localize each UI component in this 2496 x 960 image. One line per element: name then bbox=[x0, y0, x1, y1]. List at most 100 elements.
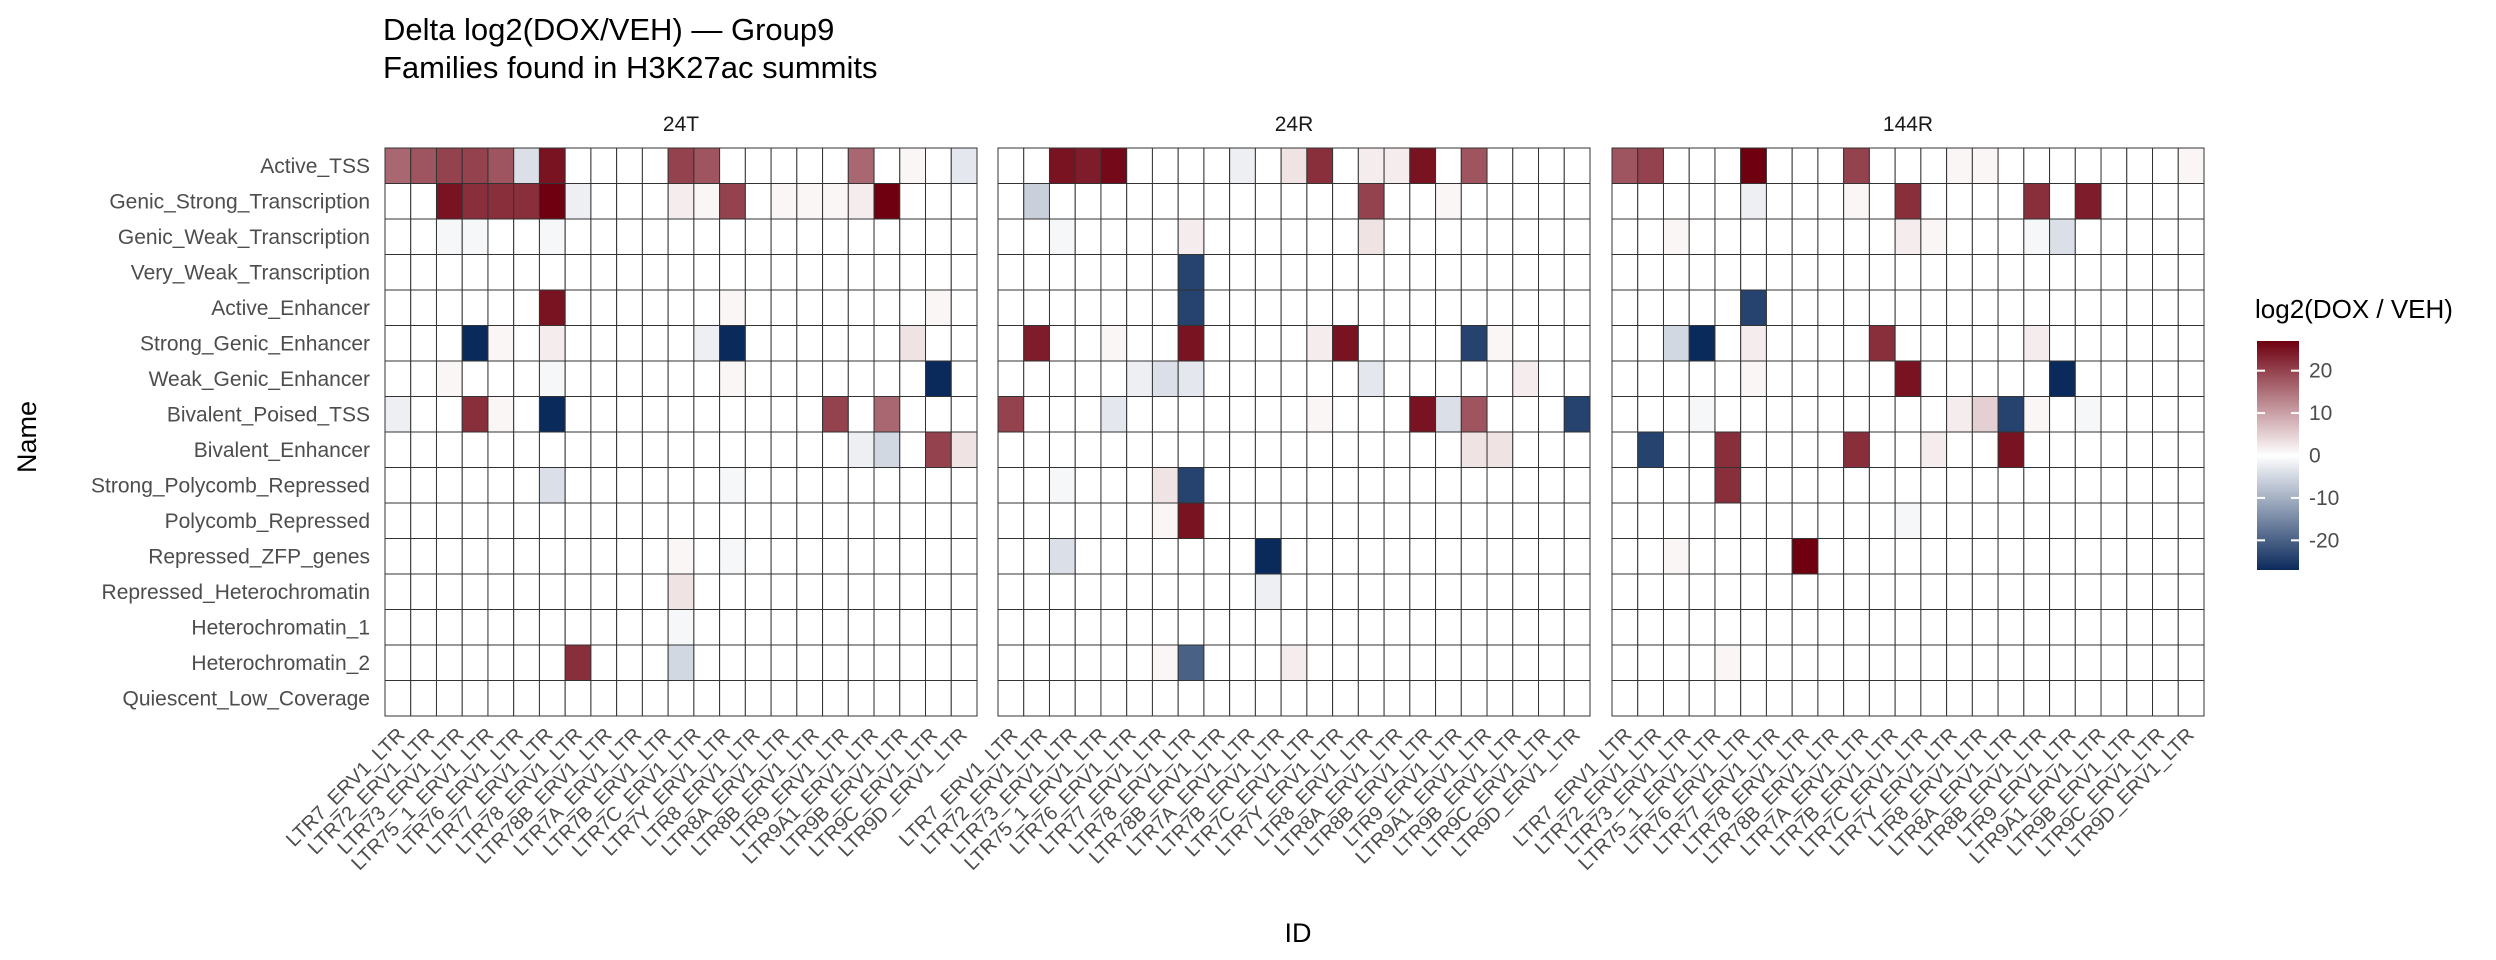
heatmap-cell bbox=[1383, 680, 1411, 717]
heatmap-cell bbox=[1563, 396, 1591, 433]
heatmap-cell bbox=[1997, 396, 2025, 433]
heatmap-cell bbox=[1460, 360, 1488, 397]
heatmap-cell bbox=[667, 147, 695, 184]
heatmap-cell bbox=[1971, 218, 1999, 255]
heatmap-cell bbox=[1920, 218, 1948, 255]
heatmap-cell bbox=[1662, 218, 1690, 255]
heatmap-cell bbox=[1357, 502, 1385, 539]
heatmap-cell bbox=[1357, 147, 1385, 184]
heatmap-cell bbox=[1714, 609, 1742, 646]
heatmap-cell bbox=[616, 289, 643, 326]
heatmap-cell bbox=[1383, 218, 1411, 255]
heatmap-cell bbox=[822, 609, 849, 646]
heatmap-cell bbox=[997, 325, 1025, 362]
heatmap-cell bbox=[1714, 680, 1742, 717]
heatmap-cell bbox=[667, 644, 695, 681]
heatmap-cell bbox=[1177, 502, 1205, 539]
heatmap-cell bbox=[1971, 183, 1999, 220]
heatmap-cell bbox=[435, 218, 463, 255]
heatmap-cell bbox=[435, 502, 463, 539]
heatmap-cell bbox=[1563, 538, 1591, 575]
heatmap-cell bbox=[487, 609, 515, 646]
heatmap-cell bbox=[1177, 680, 1205, 717]
heatmap-cell bbox=[1435, 396, 1462, 433]
heatmap-cell bbox=[1383, 431, 1411, 468]
heatmap-cell bbox=[1714, 538, 1742, 575]
heatmap-cell bbox=[435, 538, 463, 575]
heatmap-cell bbox=[873, 467, 901, 504]
heatmap-cell bbox=[1486, 467, 1514, 504]
heatmap-cell bbox=[641, 254, 669, 291]
heatmap-cell bbox=[2023, 609, 2051, 646]
heatmap-cell bbox=[384, 431, 412, 468]
heatmap-cell bbox=[1512, 538, 1540, 575]
heatmap-cell bbox=[616, 431, 643, 468]
heatmap-cell bbox=[435, 147, 463, 184]
heatmap-cell bbox=[770, 431, 798, 468]
heatmap-cell bbox=[1409, 147, 1437, 184]
heatmap-cell bbox=[899, 609, 927, 646]
heatmap-cell bbox=[1894, 644, 1922, 681]
heatmap-cell bbox=[1486, 254, 1514, 291]
heatmap-cell bbox=[873, 360, 901, 397]
heatmap-cell bbox=[564, 289, 592, 326]
heatmap-cell bbox=[590, 147, 618, 184]
heatmap-cell bbox=[1254, 360, 1282, 397]
heatmap-cell bbox=[2126, 467, 2154, 504]
heatmap-cell bbox=[1332, 609, 1359, 646]
heatmap-cell bbox=[1538, 289, 1565, 326]
heatmap-cell bbox=[590, 538, 618, 575]
heatmap-cell bbox=[1791, 573, 1819, 610]
heatmap-cell bbox=[873, 609, 901, 646]
heatmap-cell bbox=[693, 680, 721, 717]
heatmap-cell bbox=[410, 467, 437, 504]
heatmap-cell bbox=[2177, 147, 2205, 184]
heatmap-cell bbox=[1740, 538, 1767, 575]
heatmap-cell bbox=[1486, 360, 1514, 397]
heatmap-cell bbox=[1074, 254, 1102, 291]
heatmap-cell bbox=[461, 218, 489, 255]
heatmap-cell bbox=[384, 573, 412, 610]
heatmap-cell bbox=[1151, 680, 1179, 717]
heatmap-cell bbox=[616, 254, 643, 291]
heatmap-cell bbox=[719, 289, 746, 326]
heatmap-cell bbox=[1740, 644, 1767, 681]
heatmap-cell bbox=[1126, 573, 1153, 610]
heatmap-cell bbox=[2152, 467, 2179, 504]
heatmap-cell bbox=[1126, 644, 1153, 681]
heatmap-cell bbox=[899, 147, 927, 184]
heatmap-cell bbox=[1151, 183, 1179, 220]
heatmap-cell bbox=[1512, 218, 1540, 255]
heatmap-cell bbox=[1229, 147, 1256, 184]
heatmap-cell bbox=[950, 183, 978, 220]
heatmap-cell bbox=[997, 147, 1025, 184]
heatmap-cell bbox=[513, 289, 540, 326]
heatmap-cell bbox=[2126, 254, 2154, 291]
heatmap-cell bbox=[1688, 573, 1716, 610]
heatmap-cell bbox=[1688, 183, 1716, 220]
heatmap-cell bbox=[847, 431, 875, 468]
heatmap-cell bbox=[616, 644, 643, 681]
heatmap-cell bbox=[1765, 396, 1793, 433]
heatmap-cell bbox=[1538, 467, 1565, 504]
heatmap-cell bbox=[1611, 360, 1639, 397]
heatmap-cell bbox=[1229, 609, 1256, 646]
heatmap-cell bbox=[1791, 538, 1819, 575]
heatmap-cell bbox=[1868, 431, 1896, 468]
heatmap-cell bbox=[1688, 502, 1716, 539]
heatmap-cell bbox=[1843, 396, 1870, 433]
heatmap-cell bbox=[997, 254, 1025, 291]
heatmap-cell bbox=[590, 396, 618, 433]
heatmap-cell bbox=[667, 609, 695, 646]
heatmap-cell bbox=[719, 254, 746, 291]
facet-panel-24r bbox=[997, 147, 1591, 717]
heatmap-cell bbox=[1280, 431, 1308, 468]
heatmap-cell bbox=[641, 325, 669, 362]
heatmap-cell bbox=[435, 325, 463, 362]
heatmap-cell bbox=[1435, 431, 1462, 468]
heatmap-cell bbox=[1203, 538, 1231, 575]
heatmap-cell bbox=[641, 680, 669, 717]
heatmap-cell bbox=[796, 431, 824, 468]
heatmap-cell bbox=[847, 644, 875, 681]
heatmap-cell bbox=[1074, 644, 1102, 681]
